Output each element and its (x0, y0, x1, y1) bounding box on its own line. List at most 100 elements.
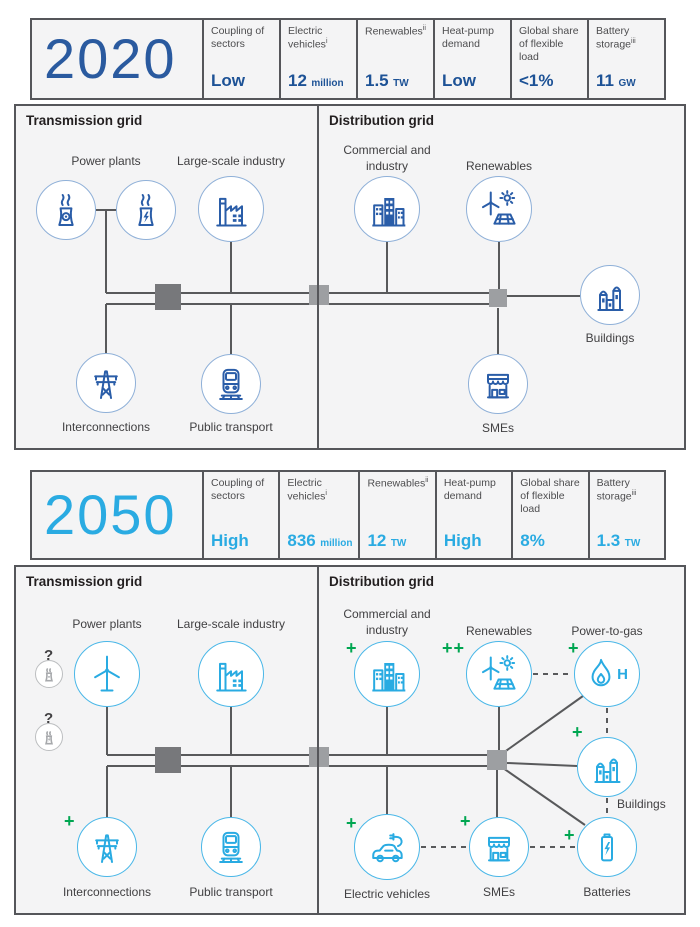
node-uncertain-fossil-plant (35, 723, 63, 751)
cathedral-icon (587, 747, 627, 787)
footnote-sup: ii (425, 477, 429, 484)
grid-wires-2050 (106, 673, 608, 848)
plus-mark-interconnections: + (64, 811, 76, 831)
distribution-grid-title: Distribution grid (329, 574, 434, 589)
footnote-sup: ii (422, 25, 426, 32)
stat-renewables-2050: Renewablesii 12 TW (358, 472, 434, 558)
node-label-interconnections: Interconnections (61, 420, 151, 434)
node-large-scale-industry (198, 641, 264, 707)
boundary-node (309, 285, 329, 305)
diagram-2050: Transmission grid Distribution grid Powe… (14, 565, 686, 915)
node-power-plants-wind (74, 641, 140, 707)
node-renewables (466, 176, 532, 242)
node-smes (469, 817, 529, 877)
node-label-smes: SMEs (481, 421, 514, 435)
stat-label: Coupling of sectors (211, 477, 265, 503)
train-icon (211, 827, 251, 867)
stat-coupling-2050: Coupling of sectors High (202, 472, 278, 558)
city-buildings-icon (365, 198, 409, 231)
node-renewables (466, 641, 532, 707)
stat-label: Coupling of sectors (211, 25, 265, 51)
stat-value: Low (211, 71, 245, 90)
stat-label: Electric vehicles (287, 477, 326, 503)
node-label-power-plants: Power plants (71, 154, 141, 168)
footnote-sup: iii (631, 38, 636, 46)
transmission-grid-title: Transmission grid (26, 574, 143, 589)
year-cell-2020: 2020 (32, 20, 202, 98)
grid-wires-2020 (96, 209, 580, 354)
stat-label: Renewables (367, 477, 426, 490)
flame-icon (586, 657, 616, 691)
node-label-renewables: Renewables (465, 624, 533, 638)
question-mark-fossil: ? (44, 710, 54, 727)
node-interconnections (77, 817, 137, 877)
city-buildings-icon (365, 663, 409, 696)
node-large-scale-industry (198, 176, 264, 242)
train-icon (211, 364, 251, 404)
year-cell-2050: 2050 (32, 472, 202, 558)
grid-divider (317, 106, 319, 448)
stat-ev-2050: Electric vehiclesi 836 million (278, 472, 358, 558)
distribution-grid-title: Distribution grid (329, 113, 434, 128)
plus-mark-commercial: + (346, 638, 358, 658)
stat-renewables-2020: Renewablesii 1.5 TW (356, 20, 433, 98)
node-interconnections (76, 353, 136, 413)
stat-label: Heat-pump demand (443, 477, 496, 503)
stat-label: Global share of flexible load (519, 25, 579, 64)
node-label-buildings: Buildings (585, 331, 635, 345)
node-batteries (577, 817, 637, 877)
distribution-node (489, 289, 507, 307)
stat-heatpump-2050: Heat-pump demand High (434, 472, 511, 558)
stat-battery-2020: Battery storageiii 11 GW (587, 20, 664, 98)
stat-value: 12 (367, 531, 387, 550)
transmission-tower-icon (87, 827, 127, 867)
node-power-plant-fossil (116, 180, 176, 240)
question-mark-nuclear: ? (44, 647, 54, 664)
plus-mark-electric-vehicles: + (346, 813, 358, 833)
node-label-commercial: Commercial and industry (343, 143, 431, 173)
stat-unit: million (311, 78, 344, 89)
node-buildings (577, 737, 637, 797)
stat-unit: TW (390, 538, 407, 549)
footnote-sup: i (325, 38, 328, 46)
electric-car-icon (365, 825, 409, 869)
node-label-buildings: Buildings (617, 797, 666, 811)
wind-turbine-icon (85, 652, 129, 696)
year-2020: 2020 (44, 27, 177, 90)
stat-value: 1.5 (365, 71, 389, 90)
node-commercial-industry (354, 641, 420, 707)
hydrogen-letter: H (617, 665, 628, 683)
plus-mark-batteries: + (564, 825, 576, 845)
stats-header-2020: 2020 Coupling of sectors Low Electric ve… (30, 18, 666, 100)
node-public-transport (201, 817, 261, 877)
node-label-public-transport: Public transport (189, 420, 273, 434)
node-power-to-gas: H (574, 641, 640, 707)
stat-flexload-2050: Global share of flexible load 8% (511, 472, 587, 558)
distribution-node (487, 750, 507, 770)
storefront-icon (479, 827, 519, 867)
transmission-grid-title: Transmission grid (26, 113, 143, 128)
node-label-smes: SMEs (482, 885, 515, 899)
stat-unit: million (320, 538, 353, 549)
node-label-power-plants: Power plants (72, 617, 142, 631)
node-power-plant-nuclear (36, 180, 96, 240)
plus-mark-renewables: ++ (442, 638, 466, 658)
stat-value: 11 (596, 71, 614, 90)
stat-value: 1.3 (596, 531, 621, 550)
fossil-plant-icon (126, 190, 166, 230)
wind-solar-icon (477, 187, 521, 231)
stat-label: Renewables (365, 25, 423, 38)
stat-value: 836 (287, 531, 316, 550)
node-commercial-industry (354, 176, 420, 242)
stat-label: Electric vehicles (288, 25, 326, 51)
node-public-transport (201, 354, 261, 414)
node-label-large-scale-industry: Large-scale industry (176, 617, 286, 631)
uncertain-plant-icon (39, 664, 59, 684)
stat-value: High (211, 531, 249, 550)
stat-unit: GW (618, 78, 636, 89)
plus-mark-buildings: + (572, 722, 584, 742)
wind-solar-icon (477, 652, 521, 696)
stat-label: Heat-pump demand (442, 25, 494, 51)
node-smes (468, 354, 528, 414)
stat-label: Global share of flexible load (520, 477, 580, 516)
